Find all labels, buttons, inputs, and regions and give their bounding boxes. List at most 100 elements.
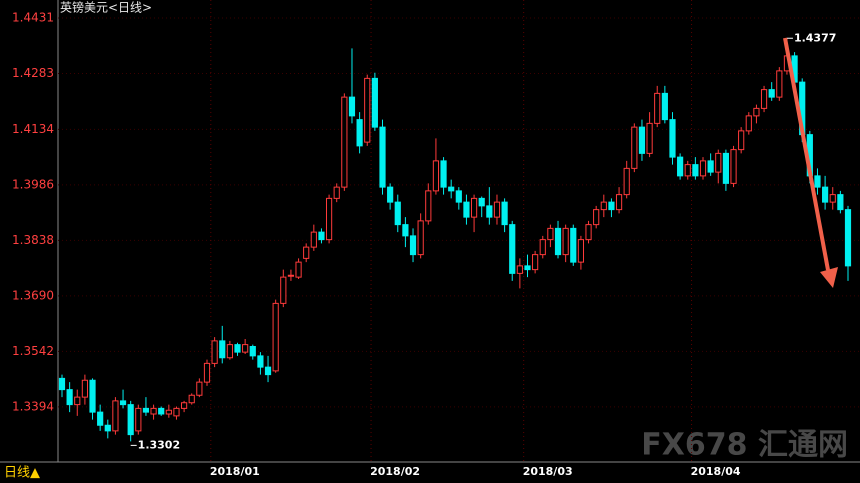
candle-body	[135, 407, 142, 432]
candle-body	[661, 92, 668, 121]
x-tick-label: 2018/03	[523, 465, 573, 478]
candle-body	[600, 201, 607, 211]
y-tick-label: 1.3838	[12, 233, 54, 247]
candle-body	[58, 377, 66, 391]
candle-body	[219, 340, 226, 359]
candle-body	[325, 197, 333, 241]
period-label[interactable]: 日线▲	[4, 466, 40, 481]
candle-body	[776, 70, 783, 98]
candle-body	[196, 381, 203, 396]
candle-body	[264, 366, 272, 376]
candle-body	[699, 160, 707, 177]
candle-body	[577, 239, 585, 263]
candle-body	[677, 156, 684, 177]
candle-body	[539, 239, 546, 256]
trend-arrow-head	[820, 267, 838, 288]
candle-body	[226, 344, 233, 359]
y-tick-label: 1.4134	[12, 122, 54, 136]
candle-body	[417, 220, 424, 256]
candle-body	[97, 411, 104, 426]
candle-body	[394, 201, 401, 226]
y-tick-label: 1.4431	[12, 11, 54, 25]
candle-body	[448, 186, 455, 192]
candle-body	[745, 115, 752, 132]
candle-body	[150, 407, 157, 415]
candle-body	[623, 167, 630, 196]
candle-body	[608, 201, 615, 211]
candle-body	[119, 400, 127, 406]
candle-body	[669, 119, 676, 158]
candle-body	[234, 344, 241, 353]
candle-body	[165, 409, 172, 415]
candle-body	[127, 404, 134, 436]
candle-body	[585, 224, 592, 241]
y-tick-label: 1.3986	[12, 177, 54, 191]
candle-body	[684, 164, 691, 177]
candle-body	[470, 197, 478, 218]
candle-body	[66, 389, 73, 406]
candle-body	[738, 130, 745, 151]
candle-body	[188, 394, 195, 404]
candle-body	[440, 160, 447, 188]
candle-body	[707, 160, 714, 173]
candle-body	[753, 107, 760, 117]
candle-body	[81, 379, 88, 398]
candle-body	[455, 190, 462, 203]
candle-body	[371, 77, 378, 128]
y-tick-label: 1.3394	[12, 399, 54, 413]
candle-body	[524, 265, 531, 271]
candle-body	[822, 186, 829, 203]
candle-body	[646, 122, 653, 154]
candle-body	[142, 407, 150, 413]
candle-body	[333, 186, 340, 199]
watermark: FX678 汇通网	[641, 428, 848, 463]
candle-body	[547, 227, 554, 241]
x-tick-label: 2018/01	[210, 465, 260, 478]
trend-arrow	[783, 37, 830, 271]
candle-body	[463, 201, 470, 218]
candle-body	[516, 265, 523, 274]
candle-body	[74, 396, 81, 406]
x-tick-label: 2018/04	[691, 465, 741, 478]
candle-body	[722, 152, 729, 184]
candle-body	[715, 152, 722, 173]
candle-body	[501, 201, 508, 226]
candle-body	[112, 400, 119, 432]
candle-body	[562, 227, 569, 256]
candle-body	[654, 92, 661, 124]
chart-title: 英镑美元<日线>	[60, 0, 152, 15]
candle-body	[532, 254, 539, 271]
candle-body	[760, 89, 768, 109]
candle-body	[478, 197, 485, 207]
y-tick-label: 1.4283	[12, 66, 54, 80]
candle-body	[341, 96, 348, 188]
candle-body	[318, 231, 325, 241]
candle-body	[486, 205, 493, 218]
candle-body	[348, 96, 356, 117]
y-tick-label: 1.3542	[12, 344, 54, 358]
candle-body	[829, 194, 836, 203]
annotation: 1.4377	[794, 31, 836, 44]
candle-body	[425, 190, 432, 222]
candle-body	[631, 126, 638, 169]
candle-body	[493, 201, 501, 218]
candle-body	[638, 126, 646, 154]
candle-body	[409, 235, 417, 256]
candle-body	[203, 362, 211, 383]
candle-body	[356, 119, 363, 147]
candle-body	[814, 175, 821, 188]
candle-body	[837, 194, 844, 211]
candle-body	[768, 89, 775, 98]
candle-body	[89, 379, 96, 413]
x-tick-label: 2018/02	[370, 465, 420, 478]
candle-body	[692, 164, 699, 177]
candle-body	[364, 77, 371, 143]
candle-body	[287, 274, 295, 277]
candle-body	[593, 209, 600, 226]
annotation: 1.3302	[138, 438, 180, 451]
candle-body	[257, 355, 264, 368]
candle-body	[303, 246, 310, 259]
candle-body	[432, 160, 440, 192]
candle-body	[242, 344, 249, 353]
